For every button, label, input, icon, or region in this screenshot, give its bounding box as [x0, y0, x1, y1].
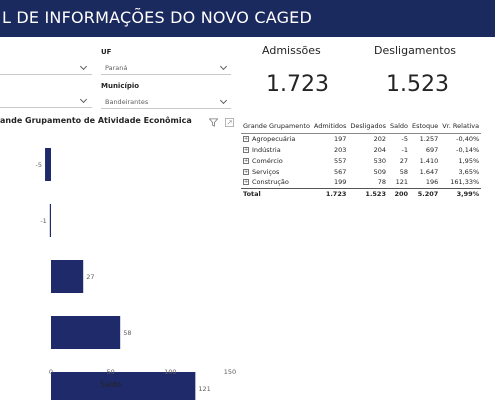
cell-estoque: 1.647 — [419, 167, 439, 176]
cell-grupamento: + Agropecuária — [241, 133, 312, 144]
table-row[interactable]: + Serviços 567 509 58 1.647 3,65% — [241, 166, 481, 177]
expand-icon[interactable]: + — [243, 157, 249, 164]
chevron-down-icon — [219, 62, 228, 71]
bar-data-label: 58 — [123, 329, 131, 337]
uf-value: Paraná — [105, 64, 128, 72]
cell-saldo: 27 — [399, 156, 409, 165]
table-row[interactable]: + Comércio 557 530 27 1.410 1,95% — [241, 155, 481, 166]
cell-grupamento: + Comércio — [241, 155, 312, 166]
expand-icon[interactable]: + — [243, 146, 249, 153]
cell-vr-relativa: 3,65% — [458, 167, 480, 176]
desligamentos-label: Desligamentos — [374, 44, 457, 57]
row-label: Agropecuária — [252, 134, 296, 143]
cell-desligados: 78 — [377, 178, 386, 187]
admissoes-label: Admissões — [262, 44, 321, 57]
expand-icon[interactable]: + — [243, 179, 249, 186]
bar[interactable] — [49, 204, 52, 237]
bar-data-label: -1 — [40, 217, 46, 225]
col-header-grupamento[interactable]: Grande Grupamento — [243, 121, 310, 130]
cell-estoque: 1.410 — [419, 156, 439, 165]
chevron-down-icon — [79, 95, 88, 104]
cell-desligados: 530 — [373, 156, 386, 165]
cell-admitidos: 557 — [333, 156, 347, 165]
cell-saldo: -1 — [401, 145, 409, 154]
x-tick-label: 0 — [49, 368, 53, 376]
cell-admitidos: 199 — [333, 178, 347, 187]
expand-icon[interactable]: + — [243, 168, 249, 175]
bar-data-label: 27 — [86, 273, 94, 281]
col-header-desligados[interactable]: Desligados — [350, 121, 386, 130]
cell-desligados: 204 — [373, 145, 386, 154]
cell-saldo: 121 — [395, 178, 409, 187]
admissoes-value: 1.723 — [266, 72, 329, 97]
cell-vr-relativa: 161,33% — [450, 178, 480, 187]
municipio-value: Bandeirantes — [105, 98, 149, 106]
col-header-admitidos[interactable]: Admitidos — [313, 121, 347, 130]
row-label: Comércio — [252, 156, 283, 165]
municipio-dropdown[interactable]: Bandeirantes — [101, 95, 231, 109]
x-tick-label: 50 — [107, 368, 115, 376]
report-header: L DE INFORMAÇÕES DO NOVO CAGED — [0, 0, 495, 37]
row-label: Construção — [252, 178, 289, 187]
bar-data-label: 121 — [198, 385, 210, 393]
cell-saldo: -5 — [401, 134, 409, 143]
x-axis-title: Saldo — [100, 380, 121, 389]
slicer-dropdown-2[interactable] — [0, 94, 92, 108]
cell-desligados: 202 — [373, 134, 386, 143]
municipio-label: Município — [101, 82, 140, 90]
row-label: Indústria — [252, 145, 281, 154]
cell-grupamento: + Serviços — [241, 166, 312, 177]
cell-admitidos: 203 — [333, 145, 347, 154]
cell-vr-relativa: -0,40% — [456, 134, 480, 143]
x-tick-label: 150 — [224, 368, 236, 376]
table-row[interactable]: + Construção 199 78 121 196 161,33% — [241, 177, 481, 188]
total-saldo: 200 — [387, 187, 411, 199]
col-header-saldo-label: Saldo — [389, 121, 409, 130]
cell-estoque: 697 — [425, 145, 439, 154]
table-row[interactable]: + Indústria 203 204 -1 697 -0,14% — [241, 144, 481, 155]
slicer-dropdown-1[interactable] — [0, 61, 92, 75]
cell-estoque: 196 — [425, 178, 439, 187]
col-header-saldo[interactable]: Saldo — [388, 119, 410, 133]
total-grupamento: Total — [241, 187, 312, 199]
cell-saldo: 58 — [399, 167, 409, 176]
bar-data-label: -5 — [36, 161, 42, 169]
matrix-header-row: Grande Grupamento Admitidos Desligados S… — [241, 119, 482, 133]
bar[interactable] — [51, 316, 121, 349]
total-desligados: 1.523 — [348, 187, 388, 199]
focus-mode-icon[interactable] — [225, 118, 234, 127]
cell-estoque: 1.257 — [419, 134, 439, 143]
chevron-down-icon — [219, 96, 228, 105]
total-vr-relativa: 3,99% — [440, 187, 482, 199]
total-admitidos: 1.723 — [311, 187, 349, 199]
report-title: L DE INFORMAÇÕES DO NOVO CAGED — [2, 8, 312, 27]
col-header-vr-relativa[interactable]: Vr. Relativa — [442, 121, 480, 130]
saldo-bar-chart: -5 -1 27 58 121 0 50 100 150 Saldo — [36, 148, 236, 400]
bar[interactable] — [45, 148, 51, 181]
chevron-down-icon — [79, 62, 88, 71]
filter-icon[interactable] — [209, 118, 218, 127]
matrix-body: + Agropecuária 197 202 -5 1.257 -0,40% + Indústr… — [241, 133, 482, 199]
grupamento-matrix: Grande Grupamento Admitidos Desligados S… — [241, 119, 482, 199]
cell-desligados: 509 — [373, 167, 386, 176]
total-estoque: 5.207 — [410, 187, 441, 199]
x-tick-label: 100 — [164, 368, 176, 376]
cell-grupamento: + Construção — [241, 177, 312, 188]
table-row[interactable]: + Agropecuária 197 202 -5 1.257 -0,40% — [241, 133, 481, 144]
expand-icon[interactable]: + — [243, 135, 249, 142]
uf-label: UF — [101, 48, 112, 56]
cell-admitidos: 197 — [333, 134, 347, 143]
row-label: Serviços — [252, 167, 280, 176]
cell-vr-relativa: -0,14% — [456, 145, 480, 154]
cell-vr-relativa: 1,95% — [458, 156, 480, 165]
bar[interactable] — [51, 372, 196, 400]
bar[interactable] — [51, 260, 84, 293]
total-row: Total 1.723 1.523 200 5.207 3,99% — [241, 187, 482, 199]
cell-grupamento: + Indústria — [241, 144, 312, 155]
desligamentos-value: 1.523 — [386, 72, 449, 97]
uf-dropdown[interactable]: Paraná — [101, 61, 231, 75]
chart-title: ande Grupamento de Atividade Econômica — [0, 116, 192, 125]
col-header-estoque[interactable]: Estoque — [412, 121, 439, 130]
cell-admitidos: 567 — [333, 167, 347, 176]
